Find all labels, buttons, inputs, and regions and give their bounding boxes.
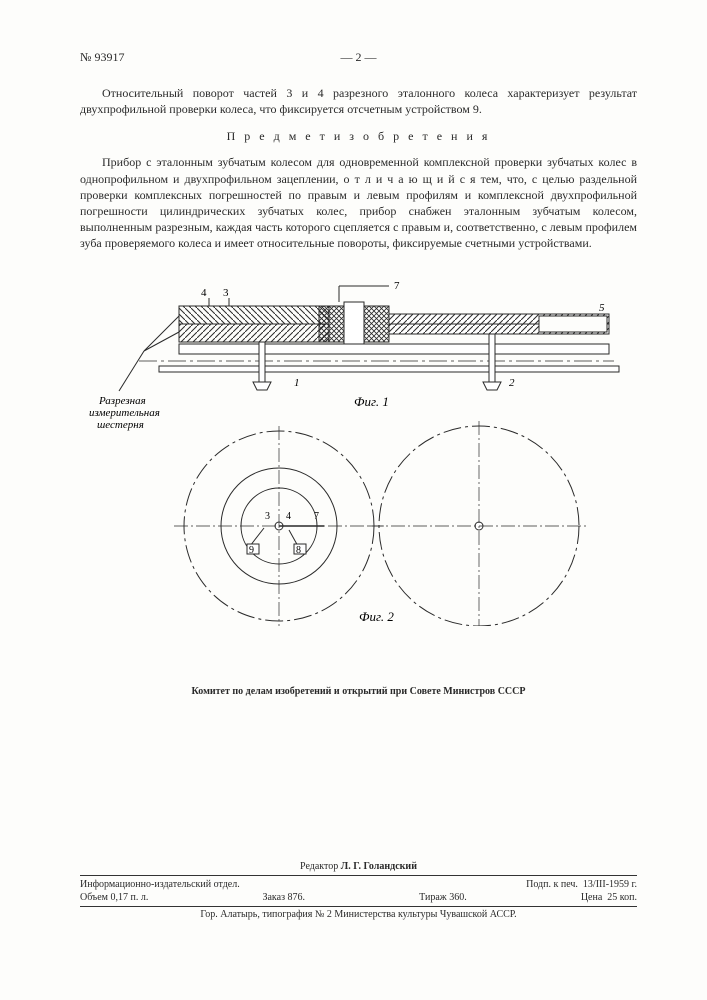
meta-row-2: Объем 0,17 п. л. Заказ 876. Тираж 360. Ц… xyxy=(80,891,637,904)
fig2-label-8: 8 xyxy=(296,545,301,556)
committee-line: Комитет по делам изобретений и открытий … xyxy=(80,686,637,697)
fig1-label-2: 2 xyxy=(509,377,515,389)
fig2-label-9: 9 xyxy=(249,545,254,556)
fig1-label-3: 3 xyxy=(223,287,229,299)
callout-line1: Разрезная xyxy=(98,395,146,407)
fig1-group: 4 3 7 1 2 5 Разрезная измер xyxy=(89,280,619,431)
callout-line2: измерительная xyxy=(89,407,160,419)
meta-dept: Информационно-издательский отдел. xyxy=(80,879,240,890)
meta-date: Подп. к печ. 13/III-1959 г. xyxy=(526,879,637,890)
paragraph-1: Относительный поворот частей 3 и 4 разре… xyxy=(80,85,637,117)
section-title: П р е д м е т и з о б р е т е н и я xyxy=(80,129,637,144)
page-number: — 2 — xyxy=(341,50,377,65)
footer: Редактор Л. Г. Голандский Информационно-… xyxy=(80,861,637,920)
meta-order: Заказ 876. xyxy=(262,892,305,903)
divider-1 xyxy=(80,875,637,876)
figures-svg: 4 3 7 1 2 5 Разрезная измер xyxy=(89,266,629,626)
meta-tirage: Тираж 360. xyxy=(419,892,467,903)
fig2-group: 9 8 3 4 7 Фиг. 2 xyxy=(174,421,589,626)
fig2-label-3: 3 xyxy=(265,511,270,522)
meta-price: Цена 25 коп. xyxy=(581,892,637,903)
page-header: № 93917 — 2 — № 93917 xyxy=(80,50,637,65)
editor-name: Л. Г. Голандский xyxy=(341,861,417,872)
fig1-label-7: 7 xyxy=(394,280,400,292)
editor-label: Редактор xyxy=(300,861,341,872)
divider-2 xyxy=(80,906,637,907)
fig2-label-4: 4 xyxy=(286,511,291,522)
meta-row-1: Информационно-издательский отдел. Подп. … xyxy=(80,878,637,891)
page: № 93917 — 2 — № 93917 Относительный пово… xyxy=(0,0,707,1000)
meta-volume: Объем 0,17 п. л. xyxy=(80,892,148,903)
print-line: Гор. Алатырь, типография № 2 Министерств… xyxy=(80,909,637,920)
fig1-label-1: 1 xyxy=(294,377,300,389)
callout-line3: шестерня xyxy=(97,419,144,431)
editor-line: Редактор Л. Г. Голандский xyxy=(80,861,637,872)
fig1-label-4: 4 xyxy=(201,287,207,299)
fig2-caption: Фиг. 2 xyxy=(359,609,394,624)
fig1-caption: Фиг. 1 xyxy=(354,394,389,409)
doc-number: № 93917 xyxy=(80,50,124,65)
fig1-label-5: 5 xyxy=(599,302,605,314)
fig2-label-7: 7 xyxy=(314,511,319,522)
paragraph-2: Прибор с эталонным зубчатым колесом для … xyxy=(80,154,637,251)
